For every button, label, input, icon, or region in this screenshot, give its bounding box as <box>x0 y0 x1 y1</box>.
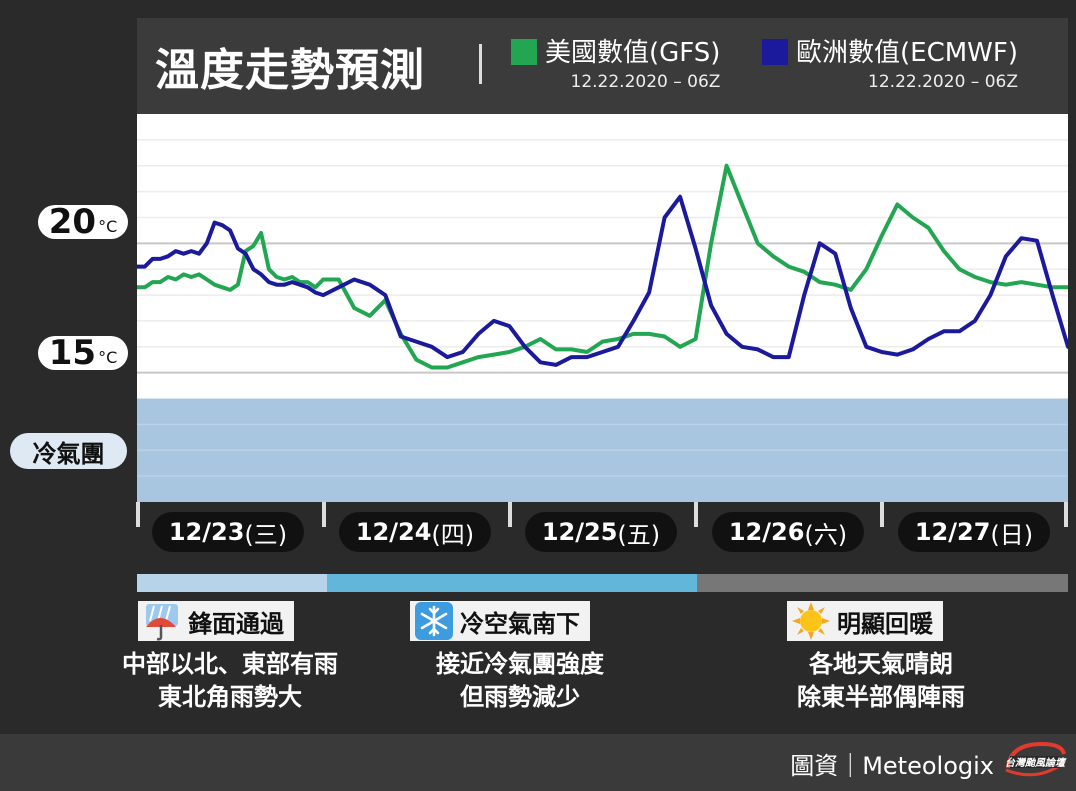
title-separator <box>479 44 482 84</box>
date-label-12-25: 12/25 (五) <box>525 512 677 552</box>
legend-label-ecmwf: 歐洲數值(ECMWF) <box>796 38 1018 68</box>
day-tick <box>880 502 884 527</box>
date-label-12-26: 12/26 (六) <box>712 512 864 552</box>
phase-bar-cold <box>327 574 697 592</box>
phase-title-cold-text: 冷空氣南下 <box>460 609 580 638</box>
phase-desc-cold-line1: 接近冷氣團強度 <box>436 650 604 678</box>
series-line-ecmwf <box>137 194 1068 367</box>
phase-title-front: 鋒面通過 <box>138 601 294 641</box>
legend-item-gfs: 美國數值(GFS) 12.22.2020 – 06Z <box>511 32 721 92</box>
y-label-15: 15 °C <box>38 333 128 373</box>
day-tick <box>694 502 698 527</box>
legend-date-gfs: 12.22.2020 – 06Z <box>570 72 721 92</box>
day-tick <box>322 502 326 527</box>
phase-desc-warm-line1: 各地天氣晴朗 <box>809 650 953 678</box>
phase-title-front-text: 鋒面通過 <box>188 609 284 638</box>
legend-label-gfs: 美國數值(GFS) <box>545 38 721 68</box>
phase-desc-front: 中部以北、東部有雨 東北角雨勢大 <box>80 648 380 714</box>
phase-bar-front <box>137 574 327 592</box>
snowflake-icon <box>415 602 453 640</box>
footer: 圖資｜Meteologix 台灣颱風論壇 <box>0 734 1076 791</box>
chart-header: 溫度走勢預測 美國數值(GFS) 12.22.2020 – 06Z 歐洲數值(E… <box>137 18 1068 114</box>
y-label-20-value: 20 <box>48 202 97 242</box>
y-label-20-unit: °C <box>98 216 118 236</box>
sun-icon <box>792 602 830 640</box>
phase-desc-front-line2: 東北角雨勢大 <box>158 683 302 711</box>
legend-swatch-ecmwf <box>762 39 788 65</box>
phase-title-warm: 明顯回暖 <box>787 601 943 641</box>
svg-text:台灣颱風論壇: 台灣颱風論壇 <box>1005 757 1067 769</box>
date-label-12-27: 12/27 (日) <box>898 512 1050 552</box>
series-line-gfs <box>137 163 1068 370</box>
twtybbs-logo-icon: 台灣颱風論壇 <box>1005 741 1067 777</box>
day-tick <box>1064 502 1068 527</box>
legend-item-ecmwf: 歐洲數值(ECMWF) 12.22.2020 – 06Z <box>762 32 1018 92</box>
chart-title: 溫度走勢預測 <box>155 45 425 96</box>
phase-bar-warm <box>697 574 1068 592</box>
cold-air-mass-label: 冷氣團 <box>10 433 127 469</box>
legend-date-ecmwf: 12.22.2020 – 06Z <box>868 72 1018 92</box>
phase-desc-cold: 接近冷氣團強度 但雨勢減少 <box>370 648 670 714</box>
temperature-chart <box>137 139 1068 502</box>
y-label-20: 20 °C <box>38 202 128 242</box>
phase-title-cold: 冷空氣南下 <box>410 601 590 641</box>
phase-desc-front-line1: 中部以北、東部有雨 <box>122 650 338 678</box>
y-label-15-unit: °C <box>98 347 118 367</box>
date-label-12-23: 12/23 (三) <box>152 512 304 552</box>
phase-desc-cold-line2: 但雨勢減少 <box>460 683 580 711</box>
phase-desc-warm-line2: 除東半部偶陣雨 <box>797 683 965 711</box>
date-label-12-24: 12/24 (四) <box>339 512 491 552</box>
phase-title-warm-text: 明顯回暖 <box>837 609 933 638</box>
day-tick <box>136 502 140 527</box>
legend-swatch-gfs <box>511 39 537 65</box>
umbrella-rain-icon <box>146 604 178 641</box>
phase-desc-warm: 各地天氣晴朗 除東半部偶陣雨 <box>731 648 1031 714</box>
source-credit: 圖資｜Meteologix <box>790 752 994 780</box>
y-label-15-value: 15 <box>48 333 97 373</box>
day-tick <box>508 502 512 527</box>
